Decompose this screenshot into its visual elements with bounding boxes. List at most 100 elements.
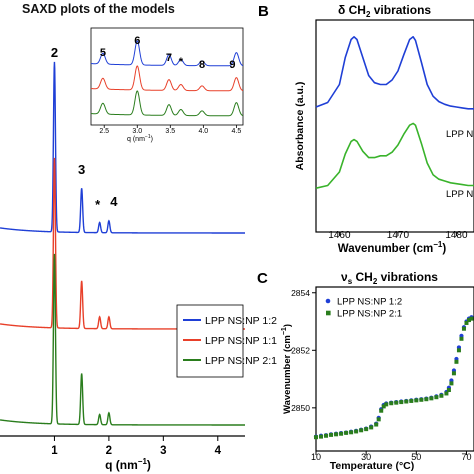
inset-x-tick-label: 3.5 [165, 128, 175, 135]
panel-c-point [434, 395, 439, 400]
inset-series-line [90, 40, 244, 67]
panel-a-legend-label: LPP NS:NP 1:2 [205, 315, 277, 327]
panel-c-point [439, 393, 444, 398]
panel-c-point [449, 381, 454, 386]
panel-a: SAXD plots of the models 1 2 3 4 q (nm−1) 2… [0, 2, 277, 472]
panel-c-point [389, 401, 394, 406]
panel-c-series [313, 315, 474, 440]
panel-c-point [384, 402, 389, 407]
inset-series-line [90, 90, 244, 117]
inset-x-tick-label: 2.5 [99, 128, 109, 135]
panel-c-point [369, 425, 374, 430]
panel-b-y-label: Absorbance (a.u.) [294, 82, 306, 171]
inset-peak-label: 6 [134, 35, 140, 47]
panel-a-inset: 2.5 3.0 3.5 4.0 4.5 5 6 7 * 8 9 q (nm−1) [90, 27, 244, 143]
panel-c-point [319, 434, 324, 439]
panel-b-series: LPP N LPP N [315, 36, 474, 200]
panel-c-point [394, 400, 399, 405]
panel-c-point [334, 432, 339, 437]
panel-c-point [451, 371, 456, 376]
panel-c-point [469, 316, 474, 321]
panel-c-point [424, 397, 429, 402]
panel-c-point [414, 398, 419, 403]
panel-b-letter: B [258, 3, 269, 20]
panel-c-point [314, 435, 318, 440]
panel-a-series-line [0, 61, 245, 234]
panel-a-peak-label: 4 [110, 194, 118, 209]
panel-b-x-tick-label: 1470 [387, 230, 410, 241]
panel-a-peak-labels: 2 3 * 4 [51, 45, 118, 212]
inset-x-tick-label: 3.0 [132, 128, 142, 135]
panel-c-point [376, 417, 381, 422]
panel-c-point [454, 359, 459, 364]
panel-c-title: νs CH2 vibrations [341, 270, 438, 286]
panel-c-y-ticks: 2850 2852 2854 [291, 288, 316, 413]
panel-a-x-tick-label: 4 [215, 445, 222, 457]
panel-c-x-tick-label: 50 [411, 452, 421, 462]
inset-x-ticks: 2.5 3.0 3.5 4.0 4.5 [99, 125, 241, 135]
panel-b-series-label: LPP N [446, 189, 473, 200]
panel-b-x-tick-label: 1480 [445, 230, 468, 241]
panel-b-series-line [315, 36, 474, 110]
inset-peak-label: 7 [166, 52, 172, 64]
panel-c: C νs CH2 vibrations 10 30 50 70 28502852285… [257, 270, 474, 472]
panel-b-title: δ CH2 vibrations [338, 3, 431, 19]
panel-c-point [444, 391, 449, 396]
panel-c-point [464, 320, 469, 325]
inset-peak-labels: 5 6 7 * 8 9 [100, 35, 236, 71]
panel-a-x-label: q (nm−1) [105, 457, 151, 472]
panel-c-point [399, 400, 404, 405]
panel-c-point [446, 388, 451, 393]
panel-c-legend-marker [325, 298, 331, 304]
inset-x-tick-label: 4.0 [198, 128, 208, 135]
inset-peak-label: 9 [229, 59, 235, 71]
panel-c-point [419, 397, 424, 402]
panel-c-y-label: Wavenumber (cm−1) [281, 324, 293, 414]
panel-a-title: SAXD plots of the models [22, 2, 175, 16]
panel-a-peak-label: * [95, 197, 101, 212]
panel-c-point [404, 399, 409, 404]
panel-a-series-line [0, 157, 245, 330]
panel-c-point [456, 348, 461, 353]
panel-a-series-line [0, 253, 245, 426]
inset-x-tick-label: 4.5 [232, 128, 242, 135]
panel-b-x-ticks: 1460 1470 1480 [328, 230, 468, 241]
panel-b-series-label: LPP N [446, 129, 473, 140]
panel-c-letter: C [257, 270, 268, 287]
inset-series [90, 40, 244, 117]
panel-a-legend-label: LPP NS:NP 2:1 [205, 355, 277, 367]
panel-a-legend-entries: LPP NS:NP 1:2 LPP NS:NP 1:1 LPP NS:NP 2:1 [183, 315, 277, 367]
inset-series-line [90, 65, 244, 92]
panel-c-point [329, 432, 334, 437]
panel-c-point [429, 396, 434, 401]
panel-a-peak-label: 2 [51, 45, 58, 60]
panel-c-point [459, 336, 464, 341]
panel-b-series-line [315, 122, 474, 189]
panel-c-point [379, 408, 384, 413]
panel-c-y-tick-label: 2850 [291, 403, 310, 413]
panel-c-point [349, 430, 354, 435]
panel-c-point [354, 429, 359, 434]
panel-b-x-label: Wavenumber (cm−1) [338, 240, 447, 255]
panel-c-x-tick-label: 30 [361, 452, 371, 462]
panel-c-point [364, 427, 369, 432]
inset-peak-label: 5 [100, 47, 106, 59]
panel-c-x-ticks: 10 30 50 70 [311, 451, 471, 462]
panel-c-frame [315, 286, 474, 452]
panel-a-x-tick-label: 2 [106, 445, 112, 457]
panel-a-x-tick-label: 1 [51, 445, 58, 457]
panel-a-x-tick-label: 3 [160, 445, 166, 457]
panel-c-point [324, 433, 329, 438]
panel-c-point [466, 318, 471, 323]
panel-c-point [339, 431, 344, 436]
panel-c-point [461, 326, 466, 331]
panel-c-x-tick-label: 10 [311, 452, 321, 462]
panel-c-point [381, 404, 386, 409]
panel-c-point [409, 398, 414, 403]
panel-b-x-tick-label: 1460 [328, 230, 351, 241]
inset-frame [90, 27, 244, 126]
panel-c-point [344, 430, 349, 435]
